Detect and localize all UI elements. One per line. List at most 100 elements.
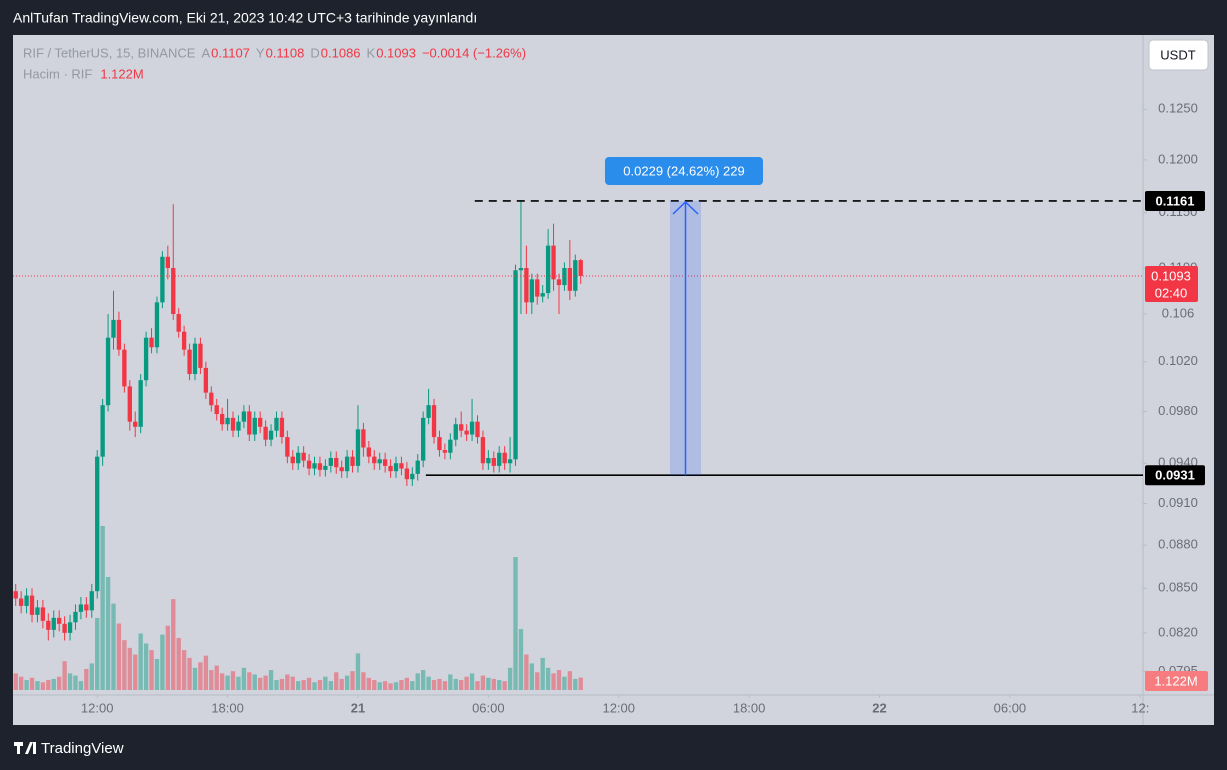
- candle-body: [415, 460, 420, 474]
- candle-body: [192, 343, 198, 375]
- candle-body: [290, 456, 295, 464]
- volume-bar: [442, 681, 448, 690]
- candle-body: [127, 386, 132, 422]
- volume-bar: [203, 655, 209, 690]
- volume-bar: [323, 676, 328, 690]
- volume-bar: [225, 675, 230, 690]
- volume-bar: [459, 680, 464, 690]
- volume-bar: [89, 663, 94, 690]
- candle-body: [230, 417, 236, 431]
- volume-bar: [62, 661, 67, 690]
- level-tag: [1145, 190, 1205, 211]
- volume-bar: [95, 617, 100, 690]
- candle-body: [95, 456, 100, 592]
- candle-body: [296, 452, 301, 464]
- candle-body: [567, 268, 573, 291]
- level-tag-label: 0.1161: [1155, 193, 1194, 208]
- candle-body: [323, 465, 328, 470]
- candle-body: [176, 314, 181, 332]
- time-axis: [13, 695, 1214, 725]
- candle-body: [306, 460, 312, 469]
- candle-body: [486, 457, 491, 464]
- candle-body: [502, 452, 507, 464]
- candle-body: [545, 245, 551, 294]
- volume-bar: [513, 557, 518, 690]
- candle-body: [100, 405, 105, 457]
- volume-bar: [350, 671, 355, 690]
- currency[interactable]: USDT: [1160, 47, 1195, 62]
- volume-bar: [399, 680, 404, 690]
- x-tick-label: 18:00: [211, 700, 244, 715]
- volume-bar: [230, 671, 236, 690]
- legend-text: 0.1108: [266, 45, 305, 60]
- volume-bar: [410, 681, 415, 690]
- candle-body: [518, 268, 524, 271]
- x-tick-label: 06:00: [994, 700, 1027, 715]
- candle-body: [372, 456, 377, 464]
- x-tick-label: 12:00: [602, 700, 635, 715]
- last-price-tag: [1145, 265, 1198, 302]
- volume-bar: [252, 674, 257, 690]
- candle-body: [149, 337, 154, 348]
- volume-bar: [420, 670, 426, 690]
- candle-body: [529, 279, 534, 303]
- candle-body: [187, 349, 192, 375]
- candle-body: [203, 367, 209, 393]
- candle-body: [475, 421, 480, 438]
- candles: [13, 200, 583, 641]
- x-tick-label: 12:00: [81, 700, 114, 715]
- x-tick-label: 21: [351, 700, 365, 715]
- currency-button[interactable]: [1148, 39, 1209, 71]
- volume-bar: [382, 681, 388, 690]
- candle-body: [143, 337, 149, 381]
- volume-bar: [469, 673, 475, 690]
- candle-body: [171, 268, 176, 315]
- volume-bar: [567, 671, 573, 690]
- volume-bar: [556, 670, 562, 690]
- candle-body: [334, 457, 339, 468]
- candle-body: [393, 463, 399, 472]
- candle-body: [535, 279, 540, 297]
- candle-body: [524, 268, 529, 303]
- volume-bar: [258, 677, 263, 690]
- candle-body: [355, 429, 361, 466]
- candle-body: [573, 260, 578, 291]
- x-tick-label: 18:00: [733, 700, 766, 715]
- candle-body: [469, 421, 475, 435]
- volume-bar: [35, 681, 40, 690]
- candle-body: [263, 426, 268, 440]
- plot-area: [13, 35, 1143, 695]
- volume-bar: [502, 681, 507, 690]
- volume-bar: [377, 682, 382, 690]
- volume-bar: [133, 654, 138, 690]
- legend-volume: 1.122M: [100, 66, 143, 81]
- price-axis: [1143, 35, 1214, 695]
- candle-body: [258, 417, 263, 427]
- candle-body: [279, 417, 285, 438]
- volume-bar: [355, 653, 361, 690]
- candle-body: [480, 437, 486, 464]
- volume-bar: [497, 680, 502, 690]
- volume-bar: [78, 681, 84, 690]
- volume-bar: [57, 676, 62, 690]
- volume-bar: [540, 657, 545, 690]
- legend-text: 0.1086: [321, 45, 361, 60]
- candle-body: [551, 245, 556, 280]
- volume-bar: [13, 673, 18, 690]
- footer-logo: [14, 742, 36, 754]
- legend-text: K: [367, 45, 376, 60]
- candle-body: [366, 447, 372, 457]
- candle-body: [285, 437, 290, 457]
- candle-body: [339, 467, 344, 472]
- measure-label: 0.0229 (24.62%) 229: [623, 163, 744, 178]
- volume-bar: [263, 675, 268, 690]
- candle-body: [437, 437, 442, 451]
- candle-body: [556, 279, 562, 286]
- volume-bar: [274, 680, 279, 690]
- volume-bar: [328, 681, 333, 690]
- volume-bar: [366, 677, 372, 690]
- volume-bar: [437, 678, 442, 690]
- volume-bar: [290, 676, 295, 690]
- y-tick-label: 0.0980: [1158, 403, 1198, 418]
- volume-bar: [317, 680, 323, 690]
